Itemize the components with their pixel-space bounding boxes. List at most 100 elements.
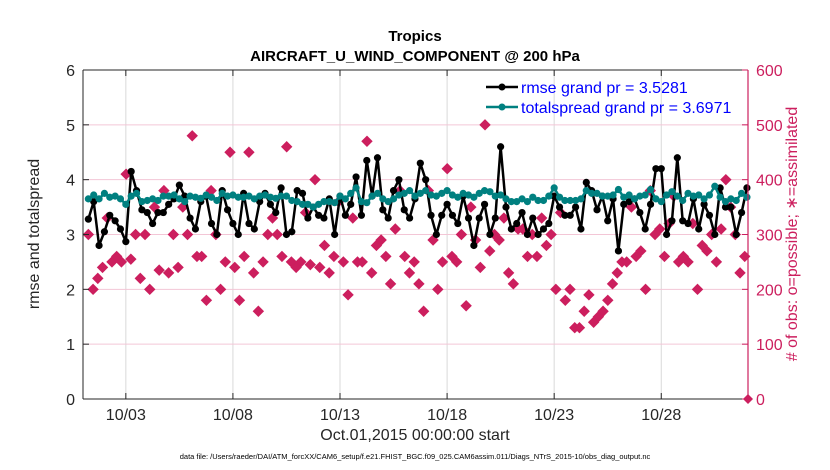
totalspread-point [646, 185, 655, 194]
rmse-point [277, 184, 285, 192]
totalspread-point [191, 193, 200, 201]
totalspread-point [545, 192, 553, 200]
totalspread-point [566, 196, 574, 205]
totalspread-point [700, 195, 708, 203]
rmse-point [266, 200, 274, 208]
obs-count-marker [474, 261, 487, 274]
obs-count-marker [337, 256, 350, 268]
totalspread-point [90, 191, 98, 199]
totalspread-point [555, 193, 564, 201]
axes: 10/03 10/08 10/13 10/18 10/23 10/28 0 1 2 3 4 5 6 0 10… [66, 63, 783, 424]
obs-count-marker [564, 283, 576, 296]
rmse-point [571, 203, 580, 211]
totalspread-point [314, 200, 323, 208]
y-tick-label: 3 [66, 228, 75, 245]
totalspread-point [534, 196, 542, 205]
rmse-point [229, 219, 237, 228]
obs-count-marker [328, 250, 340, 263]
obs-count-marker [399, 250, 411, 263]
obs-count-marker [620, 256, 633, 268]
totalspread-point [250, 195, 258, 203]
rmse-point [127, 167, 135, 176]
rmse-point [111, 217, 119, 225]
rmse-point [684, 219, 692, 228]
totalspread-point [641, 191, 649, 199]
x-tick-label: 10/08 [213, 407, 253, 424]
chart-title: Tropics [388, 28, 441, 45]
rmse-point [352, 173, 360, 181]
rmse-point [743, 184, 751, 192]
rmse-point [213, 230, 221, 239]
rmse-point [331, 230, 339, 239]
rmse-point [593, 206, 601, 214]
rmse-point [427, 211, 435, 219]
chart-subtitle: AIRCRAFT_U_WIND_COMPONENT @ 200 hPa [250, 48, 580, 65]
totalspread-point [207, 193, 216, 201]
obs-count-marker [162, 267, 175, 279]
obs-count-marker [347, 212, 359, 224]
rmse-point [416, 159, 424, 167]
rmse-point [186, 214, 194, 222]
totalspread-point [245, 192, 253, 200]
y-tick-right-label: 600 [756, 63, 783, 80]
totalspread-point [213, 196, 221, 205]
rmse-point [341, 211, 349, 219]
obs-count-marker [356, 256, 368, 268]
rmse-point [695, 225, 703, 233]
totalspread-point [588, 189, 596, 197]
rmse-point [138, 206, 146, 214]
rmse-point [620, 200, 628, 208]
rmse-point [90, 198, 98, 206]
rmse-point [448, 211, 457, 219]
rmse-point [432, 230, 440, 239]
legend-rmse-label: rmse grand pr = 3.5281 [521, 80, 688, 97]
totalspread-point [523, 198, 532, 206]
obs-count-marker [597, 305, 609, 317]
rmse-point [486, 230, 494, 239]
obs-count-marker [200, 294, 213, 307]
totalspread-point [197, 194, 205, 202]
rmse-point [550, 192, 558, 200]
totalspread-point [400, 189, 408, 197]
plot-area [82, 119, 751, 334]
rmse-point [507, 225, 515, 233]
obs-count-marker [139, 228, 151, 241]
totalspread-point [593, 189, 601, 197]
rmse-point [389, 187, 398, 195]
rmse-point [641, 225, 649, 233]
obs-count-marker [252, 305, 265, 317]
obs-count-marker [342, 289, 354, 301]
rmse-point [711, 230, 719, 239]
rmse-point [250, 225, 258, 233]
obs-count-marker [521, 250, 534, 263]
obs-count-marker [583, 289, 595, 301]
obs-count-marker [214, 283, 227, 296]
y-tick-right-label: 300 [756, 228, 783, 245]
totalspread-point [95, 195, 103, 203]
totalspread-point [159, 192, 167, 200]
totalspread-point [737, 189, 746, 197]
x-tick-label: 10/28 [641, 407, 681, 424]
totalspread-point [116, 195, 125, 203]
obs-count-marker [432, 283, 444, 296]
rmse-point [272, 208, 280, 217]
rmse-point [614, 247, 623, 255]
rmse-point [475, 214, 483, 222]
rmse-point [545, 219, 553, 228]
obs-count-marker [658, 250, 671, 263]
rmse-point [116, 225, 125, 233]
totalspread-point [154, 196, 162, 205]
rmse-point [304, 214, 312, 222]
totalspread-point [277, 192, 285, 200]
rmse-point [100, 228, 109, 236]
totalspread-point [368, 192, 376, 200]
rmse-point [320, 214, 328, 222]
obs-count-marker [441, 162, 453, 175]
rmse-point [282, 230, 291, 239]
rmse-point [555, 203, 564, 211]
rmse-point [737, 208, 746, 217]
obs-count-marker [233, 294, 246, 307]
rmse-point [143, 208, 151, 217]
totalspread-point [695, 191, 703, 199]
obs-count-marker [229, 261, 241, 274]
